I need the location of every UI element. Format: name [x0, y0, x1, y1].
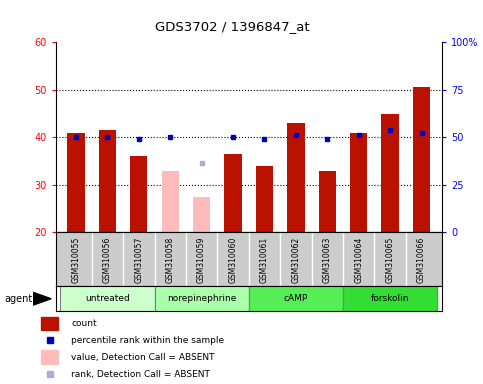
Bar	[319, 170, 336, 232]
Bar	[343, 286, 437, 311]
Bar	[225, 154, 242, 232]
Bar	[41, 317, 58, 330]
Text: forskolin: forskolin	[371, 294, 410, 303]
Text: GSM310059: GSM310059	[197, 237, 206, 283]
Bar	[287, 123, 304, 232]
Text: cAMP: cAMP	[284, 294, 308, 303]
Bar	[130, 156, 147, 232]
Text: GSM310061: GSM310061	[260, 237, 269, 283]
Bar	[99, 130, 116, 232]
Text: count: count	[71, 319, 97, 328]
Text: GSM310056: GSM310056	[103, 237, 112, 283]
Bar	[60, 286, 155, 311]
Bar	[256, 166, 273, 232]
Text: GSM310060: GSM310060	[228, 237, 238, 283]
Bar	[382, 114, 399, 232]
Bar	[155, 286, 249, 311]
Bar	[350, 132, 368, 232]
Text: untreated: untreated	[85, 294, 130, 303]
Text: GSM310065: GSM310065	[385, 237, 395, 283]
Text: GSM310058: GSM310058	[166, 237, 175, 283]
Text: GSM310064: GSM310064	[354, 237, 363, 283]
Text: GSM310062: GSM310062	[291, 237, 300, 283]
Bar	[162, 170, 179, 232]
Text: GSM310055: GSM310055	[71, 237, 81, 283]
Bar	[41, 351, 58, 364]
Text: GDS3702 / 1396847_at: GDS3702 / 1396847_at	[155, 20, 309, 33]
Bar	[249, 286, 343, 311]
Text: rank, Detection Call = ABSENT: rank, Detection Call = ABSENT	[71, 369, 210, 379]
Text: percentile rank within the sample: percentile rank within the sample	[71, 336, 225, 345]
Bar	[67, 132, 85, 232]
Text: GSM310057: GSM310057	[134, 237, 143, 283]
Polygon shape	[33, 292, 51, 305]
Text: GSM310066: GSM310066	[417, 237, 426, 283]
Text: value, Detection Call = ABSENT: value, Detection Call = ABSENT	[71, 353, 215, 362]
Text: agent: agent	[5, 294, 33, 304]
Bar	[413, 88, 430, 232]
Text: GSM310063: GSM310063	[323, 237, 332, 283]
Text: norepinephrine: norepinephrine	[167, 294, 236, 303]
Bar	[193, 197, 210, 232]
